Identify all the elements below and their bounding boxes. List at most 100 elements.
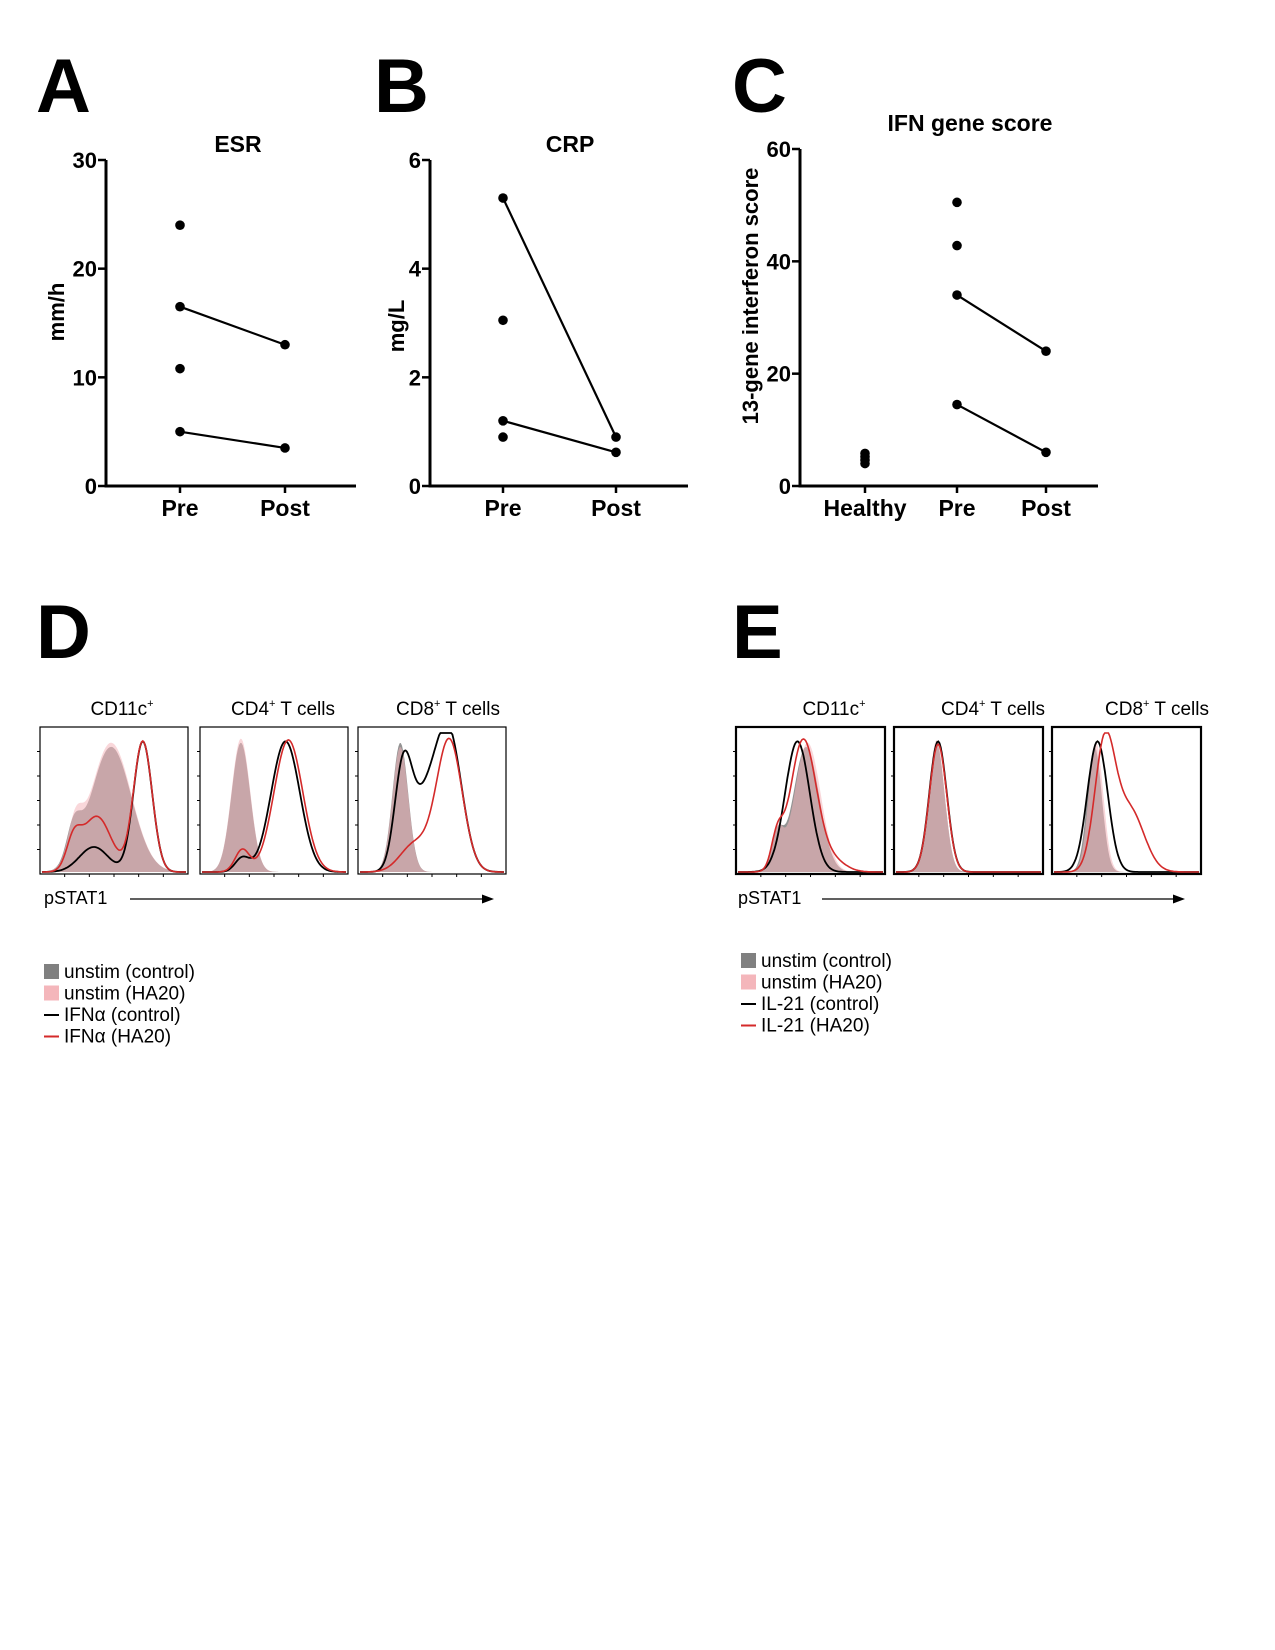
hist-title-cell-type: CD8 xyxy=(396,699,434,720)
hist-title-d-0: CD11c+ xyxy=(90,698,153,720)
ifn-data-point xyxy=(1041,346,1051,357)
ifn-score-chart: IFN gene score 13-gene interferon score … xyxy=(738,110,1098,521)
pstat1-axis-label-e: pSTAT1 xyxy=(738,888,801,908)
pstat1-axis-label-d: pSTAT1 xyxy=(44,888,107,908)
stim-ha20-histogram xyxy=(41,739,186,873)
ifn-data-point xyxy=(952,290,962,300)
unstim-control-histogram xyxy=(896,743,1041,872)
crp-data-point xyxy=(611,447,621,458)
ifn-y-tick-label: 60 xyxy=(767,137,791,162)
ifn-y-tick-label: 0 xyxy=(779,474,791,499)
hist-title-e-0: CD11c+ xyxy=(802,698,865,720)
hist-title-cell-type: CD4 xyxy=(231,699,269,720)
hist-frame xyxy=(199,726,349,875)
ifn-x-tick-label: Healthy xyxy=(823,495,906,521)
esr-y-tick-label: 20 xyxy=(73,257,97,282)
pstat1-arrowhead-e xyxy=(1173,894,1185,904)
legend-label: IFNα (control) xyxy=(64,1005,181,1026)
crp-data-point xyxy=(498,432,508,442)
panel-letter-c: C xyxy=(732,44,787,129)
esr-chart: ESR mm/h 0 10 20 30 Pre Post xyxy=(44,131,356,521)
stim-ha20-histogram xyxy=(896,743,1041,873)
esr-data-point xyxy=(175,363,185,374)
unstim-ha20-histogram xyxy=(42,742,186,872)
hist-title-cell-type: CD11c xyxy=(802,699,859,720)
hist-title-superscript: + xyxy=(147,698,153,710)
legend-label: unstim (HA20) xyxy=(64,984,185,1005)
hist-title-superscript: + xyxy=(434,698,440,710)
ifn-x-tick-label: Pre xyxy=(938,495,975,521)
crp-chart-title: CRP xyxy=(546,131,595,157)
legend-swatch-unstim-control xyxy=(44,964,59,979)
esr-data-point xyxy=(175,220,185,230)
hist-title-suffix: T cells xyxy=(440,699,500,720)
ifn-data-point xyxy=(952,197,962,208)
hist-title-e-2: CD8+ T cells xyxy=(1105,698,1209,720)
esr-chart-title: ESR xyxy=(214,131,262,157)
hist-title-cell-type: CD8 xyxy=(1105,699,1143,720)
legend-swatch-unstim-ha20 xyxy=(741,974,756,990)
unstim-ha20-histogram xyxy=(738,742,883,872)
ifn-data-point xyxy=(952,399,962,410)
legend-label: IL-21 (HA20) xyxy=(761,1016,870,1037)
esr-x-tick-label: Post xyxy=(260,495,310,521)
crp-y-tick-label: 2 xyxy=(409,365,421,390)
hist-title-superscript: + xyxy=(269,698,275,710)
esr-y-axis-label: mm/h xyxy=(44,283,69,342)
crp-x-tick-label: Pre xyxy=(484,495,521,521)
legend-label: unstim (control) xyxy=(761,951,892,972)
legend-label: IFNα (HA20) xyxy=(64,1027,171,1048)
panel-letter-e: E xyxy=(732,590,783,675)
hist-title-d-2: CD8+ T cells xyxy=(396,698,500,720)
crp-paired-line xyxy=(502,197,617,438)
panel-letter-b: B xyxy=(374,44,429,129)
esr-paired-line xyxy=(179,430,286,450)
esr-y-tick-label: 0 xyxy=(85,474,97,499)
crp-data-point xyxy=(498,193,508,203)
ifn-y-tick-label: 20 xyxy=(767,362,791,387)
stim-control-histogram xyxy=(896,740,1041,873)
ifn-data-point xyxy=(1041,447,1051,458)
legend-label: unstim (HA20) xyxy=(761,973,882,994)
unstim-control-histogram xyxy=(1054,747,1199,872)
stim-control-histogram xyxy=(1054,740,1199,873)
hist-title-superscript: + xyxy=(859,698,865,710)
esr-data-point xyxy=(280,443,290,453)
hist-title-suffix: T cells xyxy=(1149,699,1209,720)
ifn-data-point xyxy=(860,458,870,469)
hist-title-e-1: CD4+ T cells xyxy=(941,698,1045,720)
unstim-ha20-histogram xyxy=(1054,742,1199,872)
ifn-data-point xyxy=(952,240,962,251)
pstat1-il21-histograms: pSTAT1 CD11c+ CD4+ T cells CD8+ T cellsuns… xyxy=(733,698,1209,1037)
hist-title-suffix: T cells xyxy=(275,699,335,720)
ifn-chart-title: IFN gene score xyxy=(888,110,1053,136)
crp-paired-line xyxy=(502,419,617,454)
ifn-paired-line xyxy=(956,403,1047,454)
esr-data-point xyxy=(175,426,185,437)
legend-swatch-unstim-ha20 xyxy=(44,985,59,1001)
pstat1-arrowhead-d xyxy=(482,894,494,904)
crp-chart: CRP mg/L 0 2 4 6 Pre Post xyxy=(384,131,688,521)
crp-y-tick-label: 0 xyxy=(409,474,421,499)
hist-title-superscript: + xyxy=(979,698,985,710)
crp-y-axis-label: mg/L xyxy=(384,300,409,353)
crp-y-tick-label: 4 xyxy=(409,257,422,282)
ifn-x-tick-label: Post xyxy=(1021,495,1071,521)
crp-data-point xyxy=(498,416,508,426)
hist-title-cell-type: CD4 xyxy=(941,699,979,720)
stim-ha20-histogram xyxy=(360,737,504,873)
legend-label: unstim (control) xyxy=(64,962,195,983)
unstim-ha20-histogram xyxy=(896,740,1041,872)
esr-paired-line xyxy=(179,305,286,346)
esr-x-tick-label: Pre xyxy=(161,495,198,521)
hist-title-cell-type: CD11c xyxy=(90,699,147,720)
unstim-ha20-histogram xyxy=(360,747,504,872)
legend-swatch-unstim-control xyxy=(741,953,756,968)
stim-ha20-histogram xyxy=(738,738,883,873)
crp-y-tick-label: 6 xyxy=(409,148,421,173)
unstim-ha20-histogram xyxy=(202,738,346,872)
hist-title-superscript: + xyxy=(1143,698,1149,710)
crp-x-tick-label: Post xyxy=(591,495,641,521)
esr-data-point xyxy=(280,339,290,350)
